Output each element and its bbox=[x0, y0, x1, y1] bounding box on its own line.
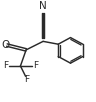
Text: F: F bbox=[33, 62, 38, 70]
Text: F: F bbox=[24, 75, 30, 84]
Text: O: O bbox=[2, 40, 10, 50]
Text: F: F bbox=[3, 62, 8, 70]
Text: N: N bbox=[39, 1, 47, 11]
